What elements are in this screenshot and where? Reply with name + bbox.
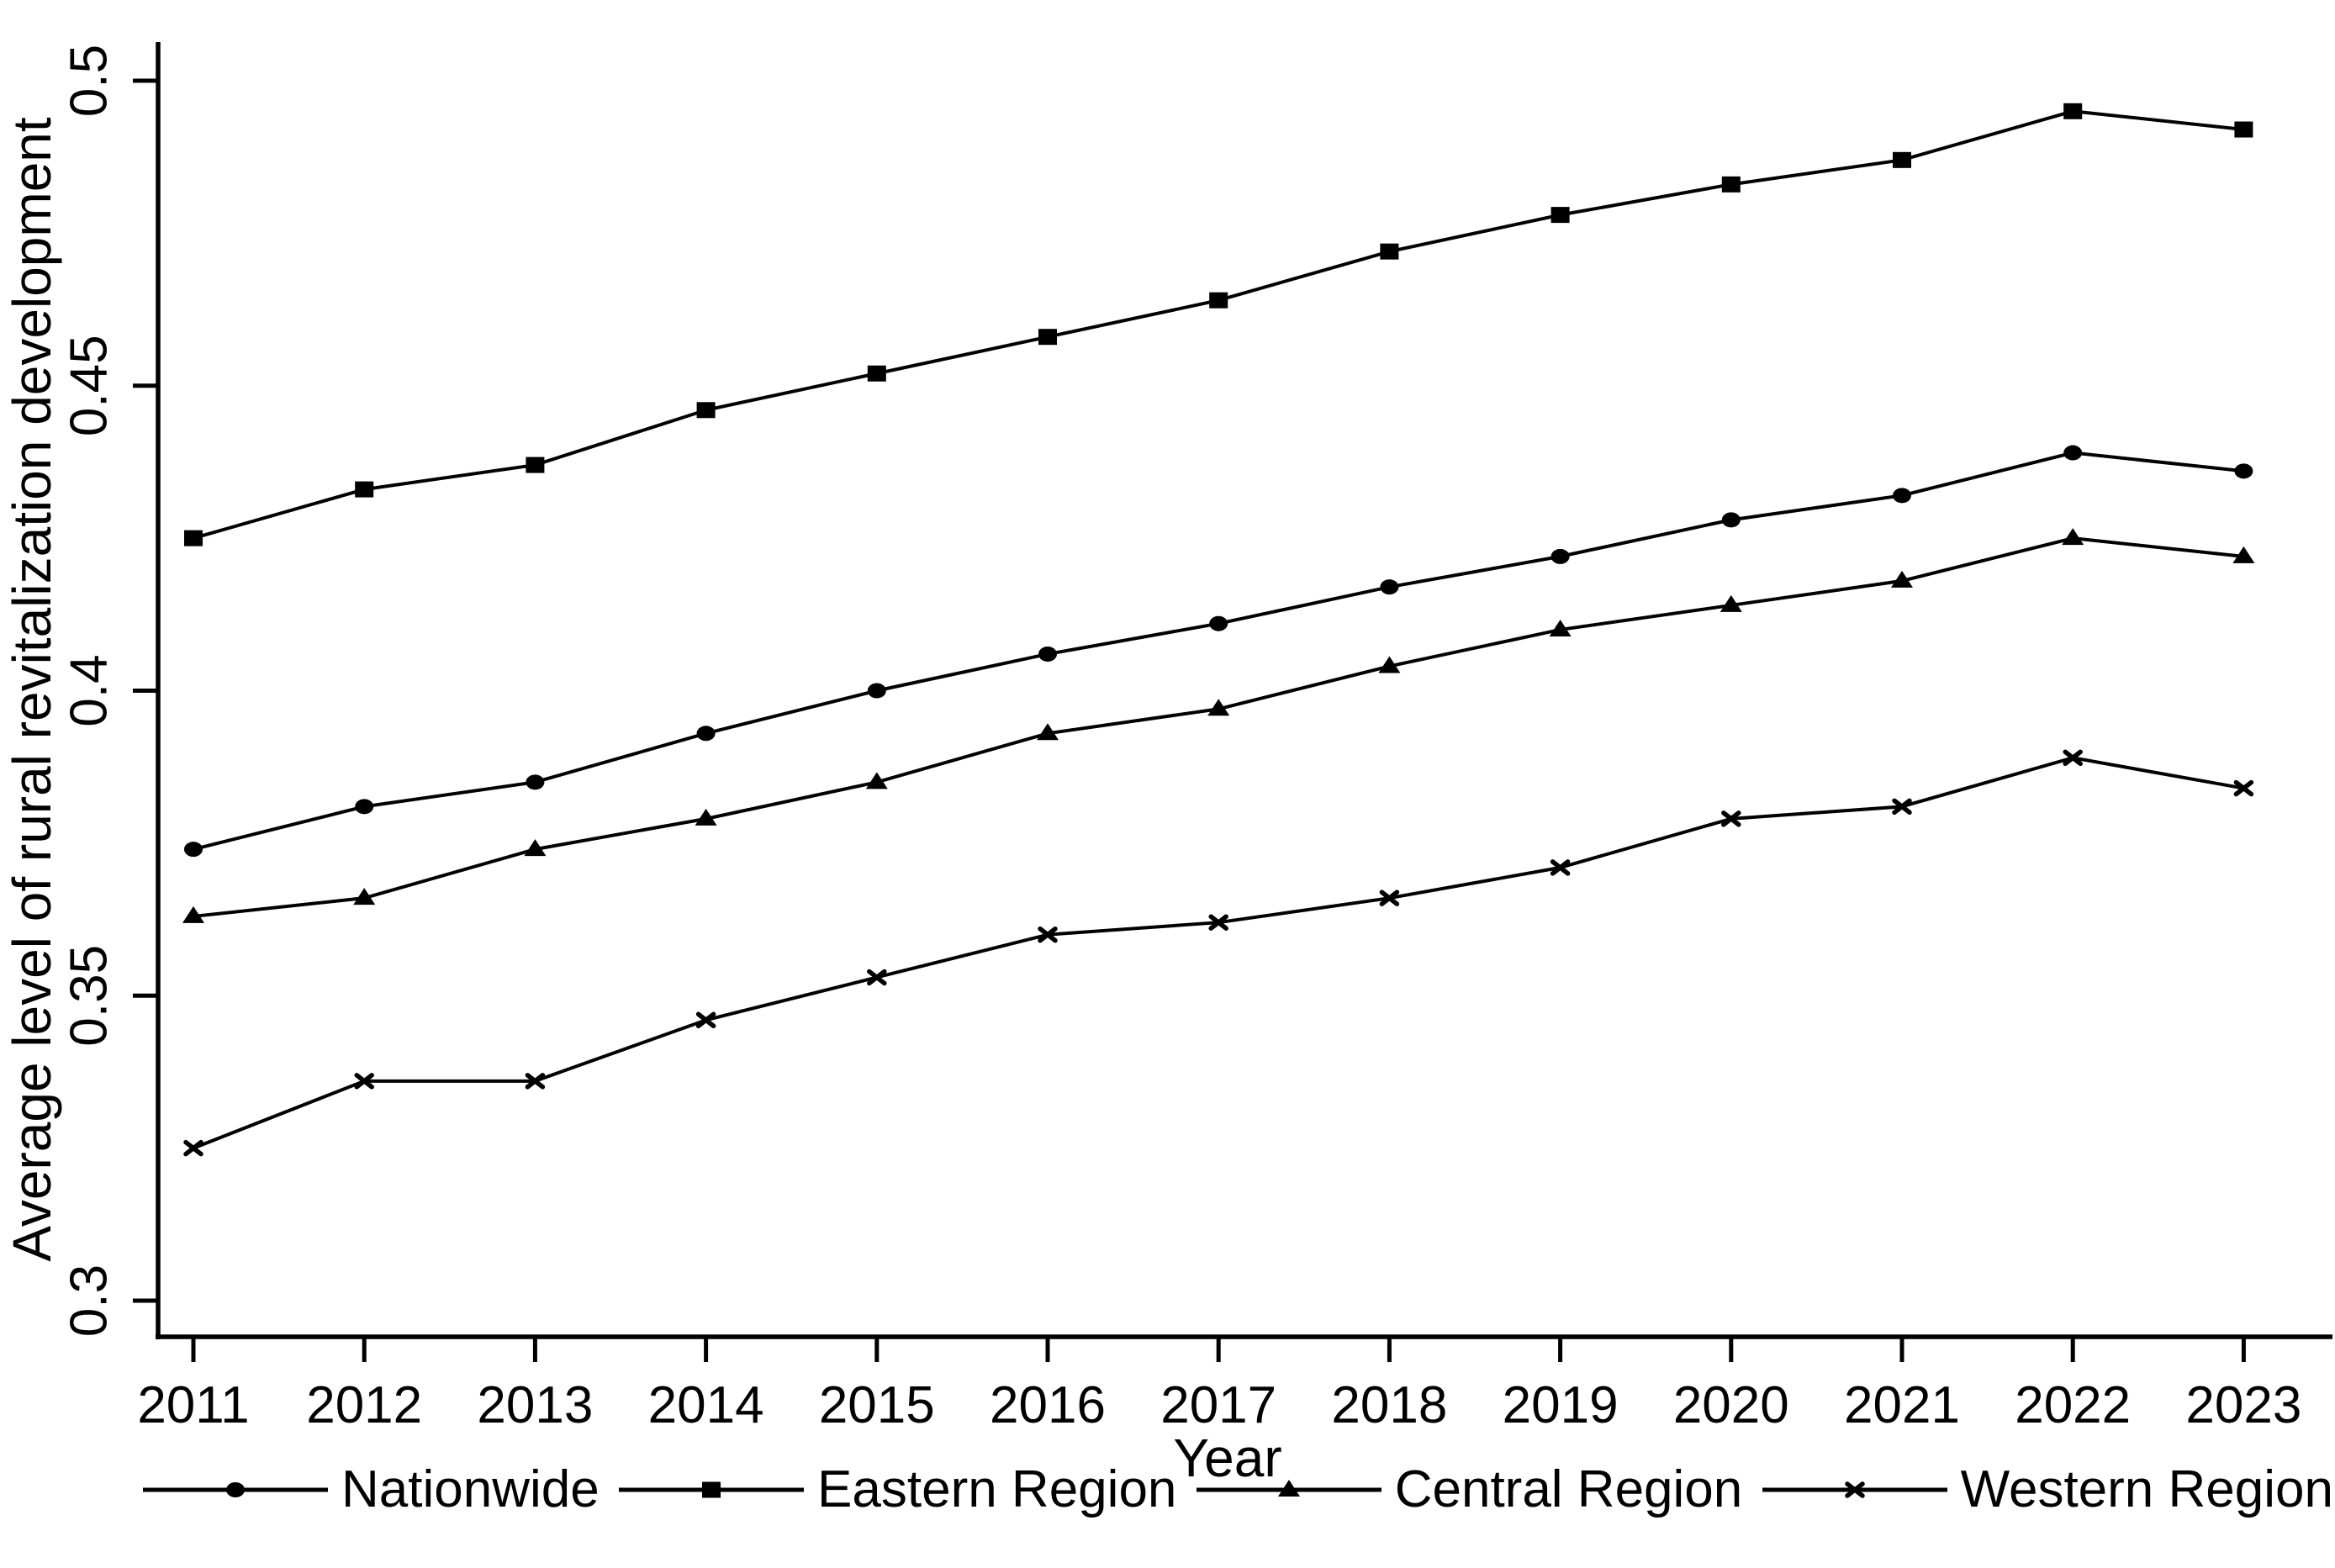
marker-circle-nationwide (1380, 579, 1399, 595)
legend-glyph-part (1844, 1481, 1865, 1498)
marker-triangle-central-region (182, 905, 204, 923)
marker-x-western-region (525, 1073, 546, 1090)
x-tick-label: 2020 (1673, 1376, 1789, 1434)
marker-x-western-region (354, 1073, 374, 1090)
marker-triangle-central-region (1037, 723, 1059, 741)
marker-square-eastern-region (2063, 103, 2083, 119)
marker-circle-nationwide (1893, 488, 1911, 504)
marker-square-eastern-region (184, 530, 203, 546)
x-tick-label: 2015 (819, 1376, 935, 1434)
x-tick-label: 2019 (1503, 1376, 1619, 1434)
marker-circle-nationwide (1038, 646, 1057, 662)
series-line-eastern-region (193, 109, 2244, 541)
marker-triangle-central-region (1891, 570, 1913, 588)
x-tick-label: 2018 (1331, 1376, 1447, 1434)
marker-square-eastern-region (1893, 151, 1911, 168)
series-line-nationwide (193, 451, 2244, 852)
legend-item-western-region: Western Region (1762, 1464, 2333, 1516)
y-tick-label: 0.35 (60, 945, 118, 1047)
marker-square-eastern-region (867, 365, 886, 382)
legend-item-eastern-region: Eastern Region (619, 1464, 1176, 1516)
y-axis-title: Average level of rural revitalization de… (2, 117, 62, 1262)
marker-x-western-region (1892, 798, 1912, 816)
x-tick-label: 2014 (648, 1376, 764, 1434)
marker-circle-nationwide (2234, 463, 2253, 479)
marker-triangle-central-region (2062, 528, 2084, 546)
marker-triangle-central-region (524, 839, 547, 857)
x-axis-title: Year (1173, 1428, 1281, 1488)
legend-label: Eastern Region (817, 1460, 1177, 1518)
marker-circle-nationwide (1551, 548, 1570, 564)
marker-x-western-region (1721, 810, 1741, 827)
legend-label: Western Region (1960, 1460, 2333, 1518)
marker-square-eastern-region (696, 402, 716, 419)
marker-triangle-central-region (1207, 699, 1230, 716)
marker-circle-nationwide (2063, 445, 2083, 461)
western-x-marker-icon (1762, 1481, 1947, 1498)
marker-square-eastern-region (1721, 176, 1741, 193)
legend-glyph-part (226, 1482, 245, 1497)
x-tick-label: 2021 (1844, 1376, 1960, 1434)
marker-triangle-central-region (353, 888, 376, 905)
marker-triangle-central-region (695, 808, 717, 826)
marker-square-eastern-region (355, 481, 374, 498)
eastern-square-marker-icon (619, 1481, 805, 1498)
marker-triangle-central-region (2232, 546, 2255, 563)
nationwide-circle-marker-icon (143, 1482, 328, 1497)
legend-glyph-part (702, 1481, 721, 1498)
marker-circle-nationwide (867, 683, 886, 699)
marker-triangle-central-region (865, 772, 888, 789)
legend-label: Central Region (1394, 1460, 1743, 1518)
marker-x-western-region (1208, 914, 1228, 931)
x-tick-label: 2012 (306, 1376, 422, 1434)
marker-circle-nationwide (184, 842, 203, 858)
marker-circle-nationwide (1721, 512, 1741, 528)
marker-triangle-central-region (1720, 594, 1742, 612)
legend: Nationwide Eastern Region Central Region… (143, 1453, 2333, 1527)
x-tick-label: 2013 (477, 1376, 593, 1434)
marker-circle-nationwide (526, 774, 545, 790)
y-tick-label: 0.3 (60, 1264, 118, 1337)
x-tick-label: 2022 (2015, 1376, 2131, 1434)
marker-circle-nationwide (1209, 615, 1228, 631)
marker-square-eastern-region (1551, 207, 1570, 224)
marker-x-western-region (867, 969, 887, 986)
marker-x-western-region (1038, 926, 1058, 943)
marker-square-eastern-region (1209, 292, 1228, 309)
legend-item-nationwide: Nationwide (143, 1464, 600, 1516)
marker-x-western-region (2233, 779, 2254, 797)
series-line-central-region (193, 536, 2244, 918)
legend-label: Nationwide (341, 1460, 600, 1518)
marker-triangle-central-region (1549, 619, 1572, 636)
marker-circle-nationwide (696, 726, 716, 742)
central-triangle-marker-icon (1196, 1480, 1381, 1497)
legend-item-central-region: Central Region (1196, 1460, 1743, 1518)
marker-x-western-region (2063, 749, 2083, 767)
x-tick-label: 2011 (137, 1376, 249, 1434)
marker-square-eastern-region (2234, 121, 2253, 138)
y-tick-label: 0.5 (60, 45, 118, 117)
x-tick-label: 2023 (2185, 1376, 2301, 1434)
series-line-western-region (193, 756, 2244, 1150)
x-tick-label: 2017 (1160, 1376, 1276, 1434)
marker-triangle-central-region (1378, 656, 1401, 673)
legend-glyph-part (1277, 1480, 1300, 1497)
marker-x-western-region (695, 1011, 716, 1029)
marker-x-western-region (183, 1139, 203, 1157)
marker-x-western-region (1379, 890, 1400, 906)
y-tick-label: 0.45 (60, 335, 118, 436)
marker-square-eastern-region (1038, 329, 1057, 346)
marker-x-western-region (1550, 859, 1571, 876)
y-tick-label: 0.4 (60, 654, 118, 726)
x-tick-label: 2016 (990, 1376, 1106, 1434)
marker-square-eastern-region (526, 457, 545, 473)
marker-circle-nationwide (355, 799, 374, 815)
marker-square-eastern-region (1380, 243, 1399, 260)
